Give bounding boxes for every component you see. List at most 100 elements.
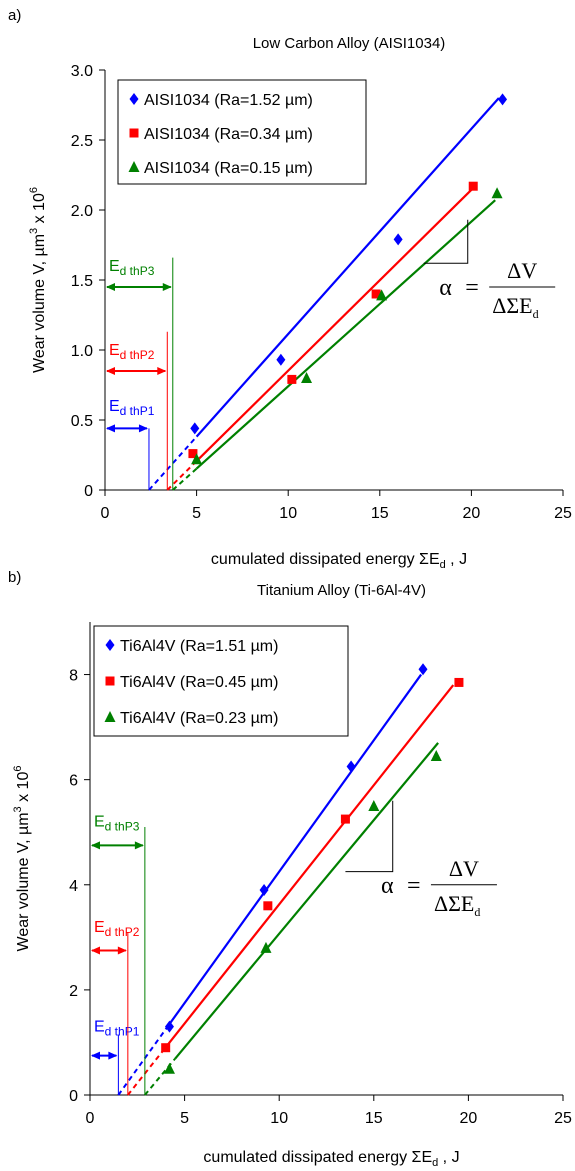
threshold-arrowhead-right-1: [108, 1051, 118, 1060]
extrapolation-line-1: [117, 1028, 167, 1096]
formula-numerator: ΔV: [449, 856, 479, 881]
x-tick-label: 15: [371, 505, 389, 522]
threshold-arrowhead-left-1: [106, 424, 115, 433]
x-tick-label: 0: [101, 505, 110, 522]
threshold-label-1: Ed thP1: [109, 398, 155, 418]
data-point-s1-2: [259, 884, 269, 897]
x-tick-label: 25: [554, 1110, 572, 1127]
fit-line-2: [164, 684, 455, 1049]
y-axis-label: Wear volume V, µm3 x 106: [28, 187, 48, 373]
legend-label-3: AISI1034 (Ra=0.15 µm): [144, 160, 313, 177]
formula-equals: =: [465, 275, 479, 301]
data-point-s2-3: [371, 289, 381, 299]
panel-label: b): [8, 569, 21, 586]
chart-title: Titanium Alloy (Ti-6Al-4V): [257, 582, 426, 599]
extrapolation-line-1: [148, 435, 198, 491]
x-tick-label: 10: [279, 505, 297, 522]
formula-numerator: ΔV: [507, 258, 537, 283]
y-tick-label: 6: [69, 773, 78, 790]
extrapolation-line-2: [166, 460, 198, 491]
legend-marker-2: [129, 128, 139, 138]
legend-label-2: AISI1034 (Ra=0.34 µm): [144, 126, 313, 143]
y-axis-label: Wear volume V, µm3 x 106: [12, 766, 32, 952]
data-point-s2-1: [188, 449, 198, 459]
y-tick-label: 2: [69, 983, 78, 1000]
formula-alpha: α: [381, 873, 394, 899]
y-tick-label: 8: [69, 668, 78, 685]
panel-b: b) Titanium Alloy (Ti-6Al-4V) 0 5 10 15 20 25 0 2…: [8, 569, 572, 1169]
threshold-label-3: Ed thP3: [94, 814, 140, 834]
fit-line-1: [164, 673, 422, 1030]
formula-denominator: ΔΣEd: [492, 293, 538, 321]
x-tick-label: 20: [463, 505, 481, 522]
y-tick-label: 3.0: [71, 63, 93, 80]
legend-box: [117, 79, 367, 185]
data-point-s3-4: [491, 187, 503, 199]
threshold-label-2: Ed thP2: [94, 919, 140, 939]
data-point-s2-3: [340, 814, 350, 824]
data-point-s3-3: [376, 289, 388, 301]
threshold-arrowhead-right-2: [157, 367, 167, 375]
formula-equals: =: [407, 873, 421, 899]
x-tick-label: 10: [270, 1110, 288, 1127]
threshold-arrowhead-right-3: [162, 283, 172, 291]
threshold-arrowhead-right-3: [134, 841, 144, 850]
threshold-arrowhead-left-1: [91, 1051, 100, 1060]
data-point-s1-4: [418, 663, 428, 676]
legend-marker-2: [105, 676, 115, 686]
threshold-label-1: Ed thP1: [94, 1019, 140, 1039]
x-tick-label: 15: [365, 1110, 383, 1127]
legend-label-1: Ti6Al4V (Ra=1.51 µm): [120, 638, 278, 655]
data-point-s3-3: [368, 799, 380, 811]
x-tick-label: 20: [460, 1110, 478, 1127]
panel-label: a): [8, 7, 21, 24]
x-tick-label: 0: [86, 1110, 95, 1127]
legend-marker-1: [129, 93, 139, 105]
threshold-label-2: Ed thP2: [109, 342, 155, 362]
extrapolation-line-3: [144, 1058, 176, 1096]
y-tick-label: 4: [69, 878, 78, 895]
x-tick-label: 5: [180, 1110, 189, 1127]
legend-label-2: Ti6Al4V (Ra=0.45 µm): [120, 674, 278, 691]
threshold-arrowhead-left-3: [106, 283, 115, 291]
legend-marker-3: [104, 711, 116, 722]
fit-line-2: [195, 185, 476, 462]
y-tick-label: 0: [69, 1088, 78, 1105]
slope-triangle: [423, 219, 469, 264]
threshold-arrowhead-left-2: [91, 946, 100, 955]
data-point-s1-1: [190, 422, 200, 435]
data-point-s1-4: [498, 93, 508, 106]
fit-line-1: [195, 97, 500, 438]
data-point-s1-1: [164, 1020, 174, 1033]
data-point-s3-2: [301, 372, 313, 383]
x-axis-label: cumulated dissipated energy ΣEd , J: [211, 551, 467, 571]
threshold-label-3: Ed thP3: [109, 258, 155, 278]
threshold-arrowhead-right-2: [117, 946, 127, 955]
data-point-s1-2: [276, 353, 286, 366]
data-point-s2-4: [454, 677, 464, 687]
y-tick-label: 1.5: [71, 273, 93, 290]
fit-line-3: [174, 742, 439, 1060]
data-point-s2-1: [161, 1043, 171, 1053]
chart-title: Low Carbon Alloy (AISI1034): [253, 35, 446, 52]
legend-box: [93, 625, 349, 737]
x-axis-label: cumulated dissipated energy ΣEd , J: [203, 1149, 459, 1169]
y-tick-label: 0.5: [71, 413, 93, 430]
legend-marker-3: [128, 161, 140, 172]
y-tick-label: 0: [84, 483, 93, 500]
fit-line-3: [195, 199, 496, 470]
slope-triangle: [345, 800, 394, 873]
threshold-arrowhead-left-2: [106, 367, 115, 375]
data-point-s3-2: [260, 941, 272, 953]
threshold-arrowhead-right-1: [138, 424, 148, 433]
data-point-s1-3: [393, 233, 403, 246]
panel-a: a) Low Carbon Alloy (AISI1034) 0 5 10 15 20 25 0…: [8, 7, 572, 571]
extrapolation-line-2: [127, 1046, 167, 1096]
formula-denominator: ΔΣEd: [434, 891, 480, 919]
y-tick-label: 2.0: [71, 203, 93, 220]
threshold-arrowhead-left-3: [91, 841, 100, 850]
legend-label-1: AISI1034 (Ra=1.52 µm): [144, 92, 313, 109]
legend-marker-1: [105, 639, 115, 651]
y-tick-label: 2.5: [71, 133, 93, 150]
